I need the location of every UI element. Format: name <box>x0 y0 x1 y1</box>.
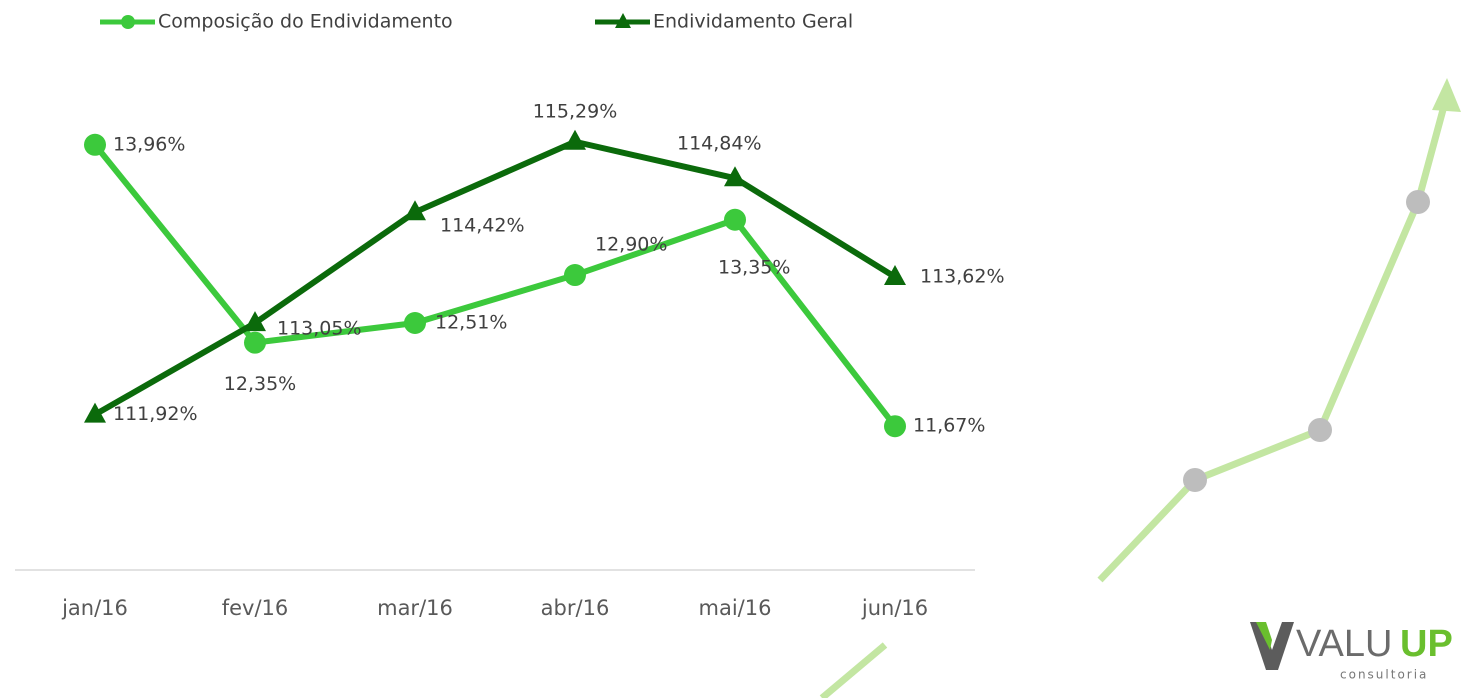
chart: VALU UP consultoria jan/16 fev/16 mar/16 ab… <box>0 0 1461 698</box>
deco-dot <box>1308 418 1332 442</box>
x-tick-label: jun/16 <box>861 596 928 620</box>
x-tick-label: jan/16 <box>61 596 128 620</box>
data-label: 113,05% <box>277 318 362 340</box>
data-label: 114,84% <box>677 133 762 155</box>
data-label: 13,96% <box>113 133 185 155</box>
marker <box>244 332 266 354</box>
x-tick-label: fev/16 <box>222 596 289 620</box>
x-tick-label: mar/16 <box>377 596 453 620</box>
legend-label: Endividamento Geral <box>653 11 853 33</box>
x-tick-label: abr/16 <box>541 596 610 620</box>
logo-icon <box>1250 622 1294 670</box>
deco-dot <box>1183 468 1207 492</box>
logo-text-accent: UP <box>1400 623 1453 665</box>
data-label: 115,29% <box>533 100 618 122</box>
data-label: 113,62% <box>920 265 1005 287</box>
deco-arrowhead <box>1432 78 1461 112</box>
data-label: 12,90% <box>595 234 667 256</box>
marker <box>884 415 906 437</box>
deco-dot <box>1406 190 1430 214</box>
marker <box>564 130 586 150</box>
page: VALU UP consultoria jan/16 fev/16 mar/16 ab… <box>0 0 1461 698</box>
series-line <box>95 145 895 426</box>
marker <box>84 134 106 156</box>
legend-marker <box>121 15 135 29</box>
marker <box>564 264 586 286</box>
logo-text: VALU <box>1296 623 1392 665</box>
x-tick-label: mai/16 <box>699 596 772 620</box>
deco-line <box>822 645 885 698</box>
marker <box>724 209 746 231</box>
data-label: 111,92% <box>113 403 198 425</box>
logo-tagline: consultoria <box>1340 668 1428 682</box>
data-label: 11,67% <box>913 415 985 437</box>
legend-label: Composição do Endividamento <box>158 11 453 33</box>
deco-arrow <box>1100 95 1447 580</box>
data-label: 12,51% <box>435 311 507 333</box>
marker <box>404 312 426 334</box>
data-label: 114,42% <box>440 215 525 237</box>
data-label: 13,35% <box>718 256 790 278</box>
data-label: 12,35% <box>224 373 296 395</box>
